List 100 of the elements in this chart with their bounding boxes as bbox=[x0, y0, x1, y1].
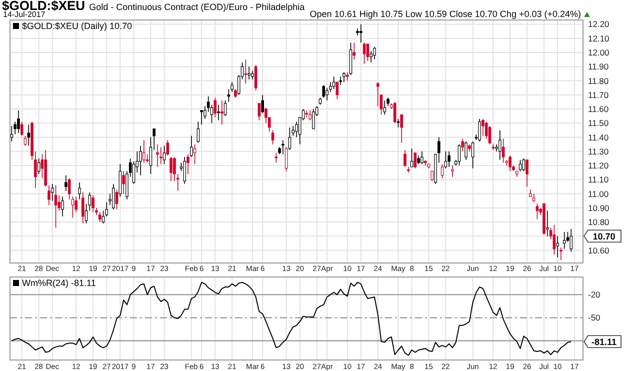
legend-label: Wm%R(24) -81.11 bbox=[22, 278, 96, 288]
candlestick bbox=[400, 114, 404, 144]
candlestick bbox=[170, 156, 172, 182]
candlestick bbox=[84, 203, 88, 224]
candlestick bbox=[159, 146, 162, 165]
candlestick bbox=[508, 155, 512, 172]
candlestick bbox=[464, 141, 468, 160]
candlestick bbox=[98, 212, 102, 222]
candlestick bbox=[546, 210, 549, 237]
candlestick bbox=[17, 110, 20, 134]
candlestick bbox=[536, 203, 539, 220]
candlestick bbox=[410, 148, 414, 168]
candlestick bbox=[461, 138, 464, 152]
candlestick bbox=[112, 183, 115, 210]
candlestick bbox=[478, 118, 481, 142]
candlestick bbox=[339, 76, 342, 86]
candlestick bbox=[88, 192, 92, 212]
y-tick-label: 11.20 bbox=[588, 160, 609, 171]
chart-subtitle: Gold - Continuous Contract (EOD)/Euro - Philadelphia bbox=[89, 2, 305, 12]
y-tick-label: 10.80 bbox=[588, 217, 610, 228]
candlestick bbox=[244, 59, 248, 84]
candlestick bbox=[522, 158, 526, 172]
candlestick bbox=[115, 189, 118, 210]
candlestick bbox=[322, 84, 326, 98]
candlestick bbox=[526, 159, 528, 188]
candlestick bbox=[71, 196, 74, 218]
candlestick bbox=[404, 150, 406, 168]
candlestick bbox=[78, 182, 81, 200]
y-tick-label: 11.70 bbox=[588, 90, 609, 100]
candlestick bbox=[282, 140, 284, 155]
candlestick bbox=[214, 97, 217, 118]
candlestick bbox=[61, 196, 64, 217]
candlestick bbox=[570, 228, 573, 252]
y-tick-label: 11.00 bbox=[588, 188, 609, 199]
candlestick bbox=[261, 94, 264, 114]
candlestick bbox=[373, 46, 376, 60]
candlestick bbox=[376, 82, 380, 107]
annotation: 10.70 bbox=[592, 232, 616, 242]
candlestick bbox=[451, 165, 454, 178]
candlestick bbox=[92, 194, 94, 213]
candlestick bbox=[440, 164, 444, 179]
candlestick bbox=[471, 141, 474, 169]
candlestick bbox=[370, 50, 372, 63]
candlestick bbox=[27, 124, 30, 146]
y-tick-label: 12.20 bbox=[588, 19, 610, 30]
candlestick bbox=[362, 42, 366, 64]
candlestick bbox=[64, 175, 68, 192]
candlestick bbox=[50, 183, 54, 202]
text: Open 10.61 High 10.75 Low 10.59 Close 10.70 Chg +0.03 (+0.24%) bbox=[310, 9, 581, 19]
candlestick bbox=[190, 135, 193, 158]
candlestick bbox=[142, 140, 146, 164]
y-tick-label: 11.30 bbox=[588, 146, 609, 156]
candlestick bbox=[200, 110, 203, 125]
y-tick-label: -50 bbox=[588, 312, 601, 323]
candlestick bbox=[393, 102, 396, 124]
legend-label: $GOLD:$XEU (Daily) 10.70 bbox=[22, 21, 132, 31]
y-tick-label: 12.10 bbox=[588, 33, 610, 44]
y-tick-label: 10.60 bbox=[588, 245, 610, 256]
candlestick bbox=[166, 140, 170, 156]
line-series bbox=[11, 282, 572, 356]
candlestick bbox=[420, 150, 424, 165]
candlestick bbox=[48, 184, 50, 206]
candlestick bbox=[186, 154, 190, 174]
candlestick bbox=[122, 170, 125, 194]
y-tick-label: 11.60 bbox=[588, 104, 609, 114]
candlestick bbox=[264, 107, 268, 124]
candlestick bbox=[10, 126, 14, 142]
y-tick-label: 12.00 bbox=[588, 47, 610, 58]
y-tick-label: -20 bbox=[588, 290, 601, 300]
y-tick-label: 11.80 bbox=[588, 76, 609, 86]
candlestick bbox=[366, 44, 370, 62]
candlestick bbox=[482, 118, 484, 136]
candlestick bbox=[295, 121, 298, 138]
candlestick bbox=[248, 66, 250, 80]
candlestick bbox=[220, 100, 224, 125]
candlestick bbox=[562, 232, 566, 250]
candlestick bbox=[149, 136, 152, 174]
candlestick bbox=[183, 156, 186, 184]
candlestick bbox=[271, 130, 274, 145]
candlestick bbox=[20, 121, 24, 136]
candlestick bbox=[383, 100, 386, 116]
candlestick bbox=[156, 144, 159, 168]
candlestick bbox=[81, 192, 84, 224]
y-tick-label: 11.10 bbox=[588, 174, 609, 185]
candlestick bbox=[68, 178, 71, 200]
candlestick bbox=[360, 24, 362, 44]
y-tick-label: 11.90 bbox=[588, 62, 609, 72]
candlestick bbox=[346, 72, 349, 82]
annotation: -81.11 bbox=[591, 337, 617, 348]
y-tick-label: 10.90 bbox=[588, 202, 610, 213]
candlestick bbox=[54, 184, 58, 228]
candlestick bbox=[498, 130, 502, 160]
text: 14-Jul-2017 bbox=[3, 10, 46, 19]
y-tick-label: 11.50 bbox=[588, 118, 609, 128]
candlestick bbox=[502, 138, 505, 164]
candlestick bbox=[217, 104, 220, 121]
candlestick bbox=[139, 145, 142, 176]
candlestick bbox=[448, 150, 450, 168]
candlestick bbox=[312, 108, 315, 130]
candlestick bbox=[193, 144, 196, 165]
